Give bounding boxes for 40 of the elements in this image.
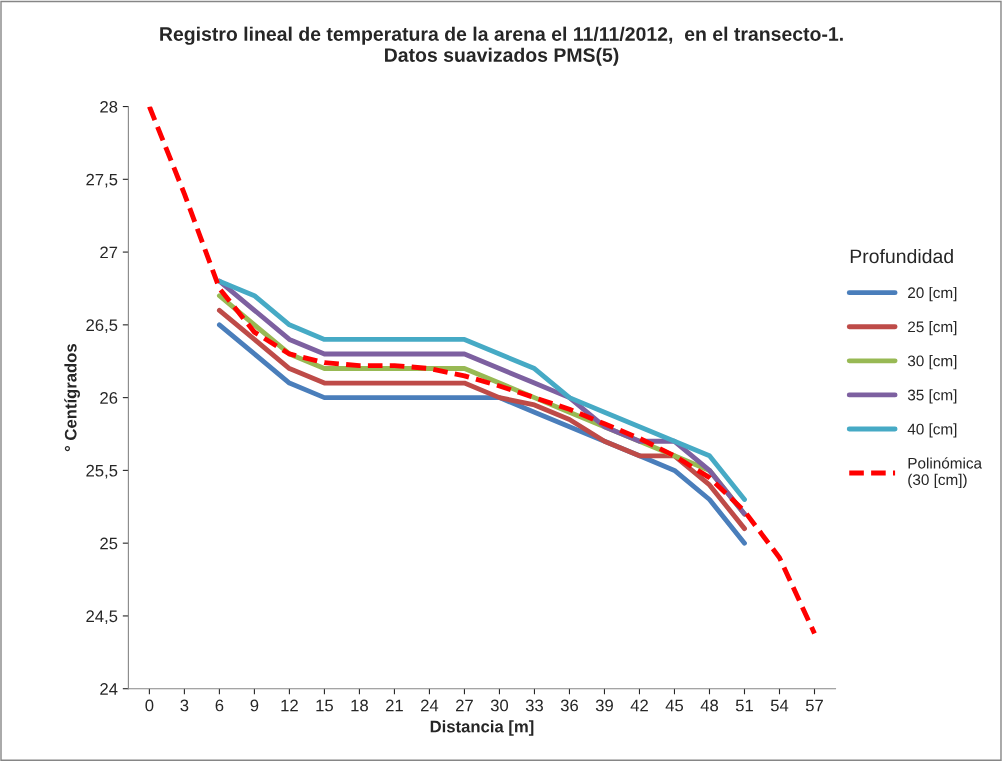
x-tick-label: 57 [805,699,823,712]
chart-title: Registro lineal de temperatura de la arena el 11/11/2012, en el transecto-1. Datos suavizados PMS(5) [160,26,843,66]
y-tick-label: 26,5 [86,319,118,334]
legend-label: 25 [cm] [908,321,957,336]
x-tick-label: 12 [281,699,298,712]
x-tick-label: 42 [630,699,648,712]
x-axis-title: Distancia [m] [430,720,534,736]
y-tick-label: 27 [100,246,118,259]
y-tick-label: 24,5 [86,610,118,625]
legend-label: Polinómica (30 [cm]) [908,457,983,489]
y-tick-label: 25 [100,537,118,550]
legend-label: 40 [cm] [907,423,957,438]
y-tick-label: 24 [100,683,118,695]
line-series [146,106,817,636]
x-tick-label: 54 [770,699,789,712]
x-tick-label: 39 [595,699,613,712]
legend-title: Profundidad [850,248,953,264]
y-tick-label: 28 [100,100,118,113]
x-tick-label: 6 [215,699,224,712]
x-tick-label: 36 [560,699,578,712]
x-tick-label: 18 [351,699,368,712]
x-tick-label: 27 [456,699,473,712]
x-tick-label: 0 [145,699,154,712]
legend-label: 35 [cm] [907,389,957,404]
x-tick-label: 45 [665,699,684,712]
x-tick-label: 51 [735,699,753,712]
x-tick-label: 24 [421,699,439,712]
legend-label: 20 [cm] [908,286,957,302]
x-tick-label: 33 [525,699,543,712]
x-tick-label: 9 [250,699,259,712]
x-tick-label: 48 [700,699,719,712]
x-tick-label: 21 [386,699,403,712]
x-tick-label: 3 [180,699,189,712]
y-tick-label: 25,5 [86,464,118,479]
legend-label: 30 [cm] [907,355,957,370]
y-tick-label: 26 [100,392,118,404]
x-tick-label: 15 [316,699,333,712]
x-tick-label: 30 [490,699,509,712]
y-axis-title: ° Centígrados [64,344,80,452]
y-tick-label: 27,5 [86,173,118,188]
